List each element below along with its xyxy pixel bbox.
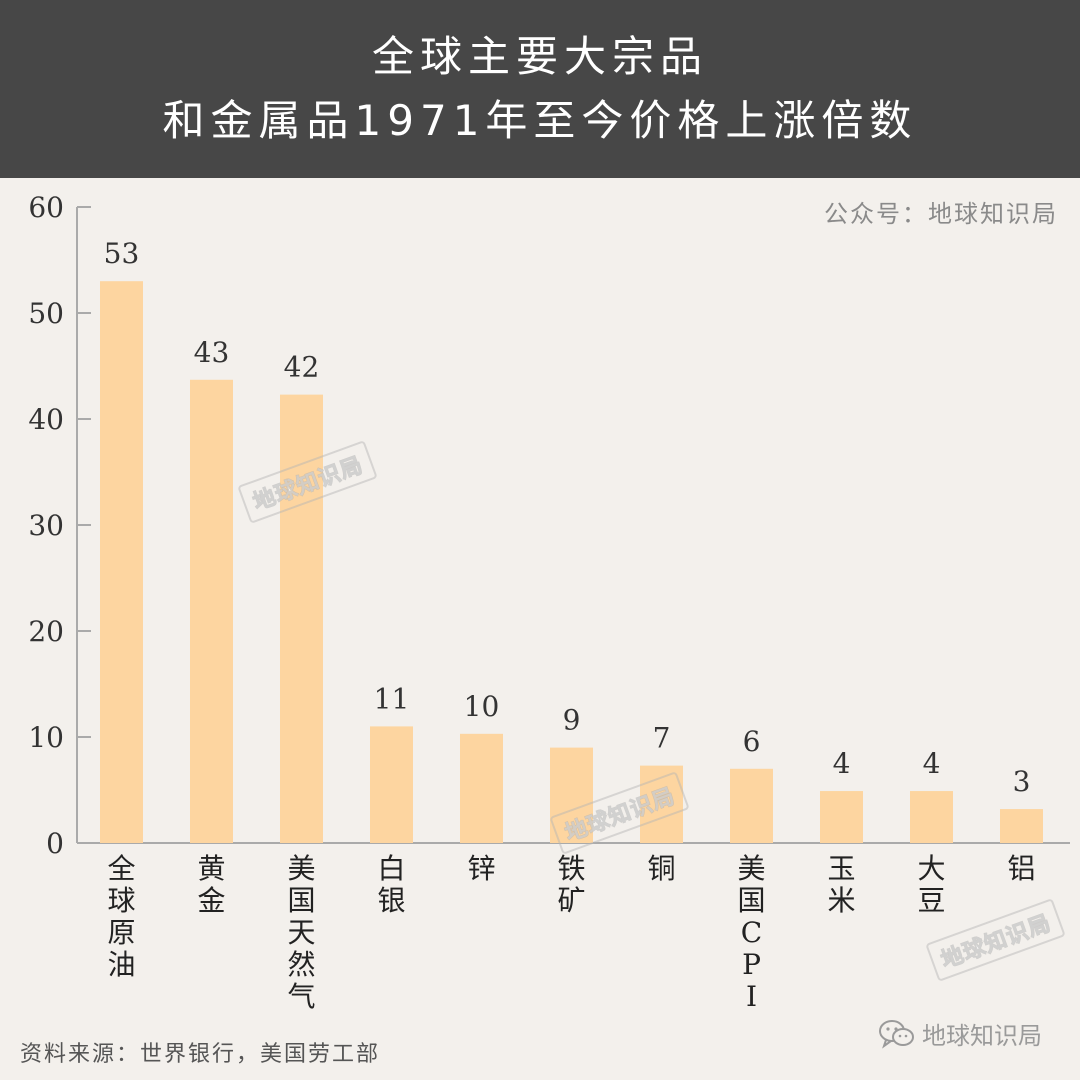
category-label: 美国 C P I — [737, 852, 765, 1013]
bar — [370, 726, 413, 843]
data-label: 42 — [284, 351, 320, 384]
chart-title-banner: 全球主要大宗品 和金属品1971年至今价格上涨倍数 — [0, 0, 1080, 178]
bar — [910, 791, 953, 843]
data-label: 3 — [1013, 765, 1031, 798]
wechat-account: 地球知识局 — [878, 1016, 1042, 1051]
bar — [820, 791, 863, 843]
bar — [280, 394, 323, 843]
y-tick-label: 50 — [28, 297, 64, 330]
wechat-icon — [879, 1019, 914, 1049]
chart-title-line-2: 和金属品1971年至今价格上涨倍数 — [162, 96, 918, 145]
category-label: 铁矿 — [557, 852, 585, 917]
data-label: 4 — [833, 747, 851, 780]
category-label: 美国天然气 — [287, 852, 315, 1013]
category-label: 铝 — [1007, 852, 1035, 885]
data-label: 43 — [194, 336, 230, 369]
category-label: 玉米 — [827, 852, 855, 917]
y-tick-label: 10 — [28, 721, 64, 754]
category-label: 铜 — [647, 852, 675, 885]
bar — [730, 768, 773, 843]
credit-text: 公众号：地球知识局 — [824, 200, 1058, 228]
y-tick-label: 60 — [28, 191, 64, 224]
y-tick-label: 0 — [46, 827, 64, 860]
category-label: 全球原油 — [107, 852, 135, 981]
y-tick-label: 40 — [28, 403, 64, 436]
data-label: 11 — [374, 682, 410, 715]
bar — [100, 281, 143, 843]
data-label: 4 — [923, 747, 941, 780]
chart-title-line-1: 全球主要大宗品 — [371, 32, 708, 81]
y-tick-label: 20 — [28, 615, 64, 648]
data-label: 9 — [563, 704, 581, 737]
category-label: 白银 — [377, 852, 405, 917]
bar — [190, 379, 233, 843]
y-tick-label: 30 — [28, 509, 64, 542]
data-label: 7 — [653, 722, 671, 755]
source-note: 资料来源：世界银行，美国劳工部 — [20, 1042, 381, 1067]
data-label: 6 — [743, 725, 761, 758]
wechat-label: 地球知识局 — [922, 1022, 1042, 1050]
category-label: 锌 — [467, 852, 495, 885]
bar — [1000, 809, 1043, 843]
category-label: 大豆 — [917, 852, 945, 917]
category-label: 黄金 — [197, 852, 225, 917]
data-label: 53 — [104, 237, 140, 270]
bar — [460, 733, 503, 843]
bar — [550, 747, 593, 843]
bar — [640, 765, 683, 843]
data-label: 10 — [464, 690, 500, 723]
